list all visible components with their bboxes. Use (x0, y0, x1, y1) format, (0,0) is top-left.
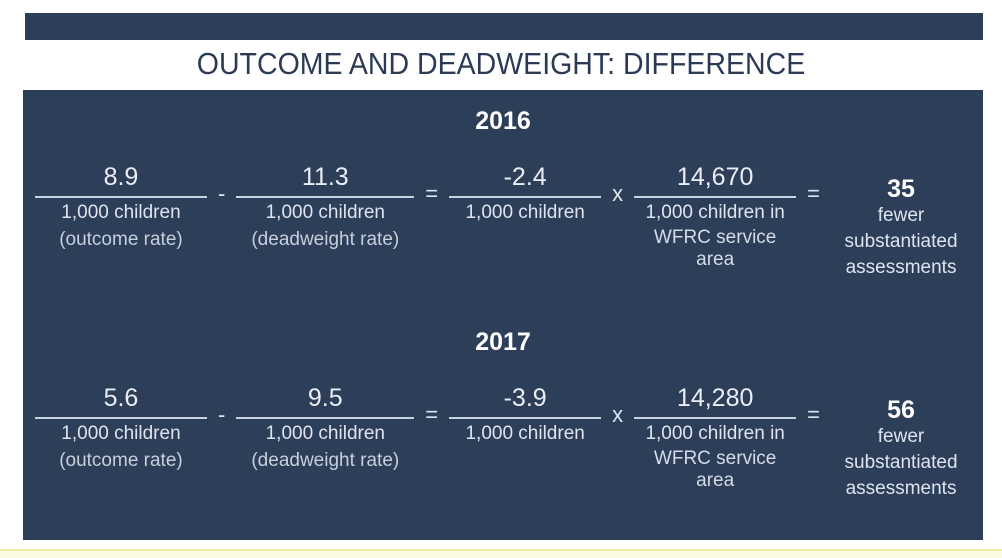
result-line: substantiated (844, 452, 958, 473)
fraction-numerator: 5.6 (103, 384, 139, 412)
fraction-denominator: 1,000 children (465, 423, 585, 444)
fraction-bar (449, 417, 602, 419)
fraction-denominator: 1,000 children (61, 423, 181, 444)
fraction-note: (outcome rate) (59, 450, 183, 471)
formula-row-2016: 8.9 1,000 children (outcome rate) - 11.3… (23, 151, 983, 281)
minus-operator: - (217, 181, 226, 206)
multiply-operator: x (612, 181, 624, 206)
equals-operator: = (425, 181, 439, 206)
year-heading-2016: 2016 (475, 107, 531, 135)
top-accent-bar (25, 13, 983, 40)
fraction-denominator: 1,000 children in (645, 423, 785, 444)
fraction-numerator: 9.5 (307, 384, 343, 412)
fraction-denominator-line2: WFRC service area (653, 448, 777, 491)
multiply-operator: x (612, 402, 624, 427)
fraction-numerator: 8.9 (103, 163, 139, 191)
result-line: assessments (845, 257, 957, 278)
fraction-numerator: -2.4 (503, 163, 547, 191)
fraction-bar (236, 417, 415, 419)
result-line: fewer (877, 205, 925, 226)
calculation-panel: 2016 8.9 1,000 children (outcome rate) -… (23, 90, 983, 540)
fraction-service-area: 14,280 1,000 children in WFRC service ar… (634, 372, 797, 492)
equals-operator: = (807, 181, 821, 206)
fraction-bar (236, 196, 415, 198)
fraction-denominator: 1,000 children (265, 423, 385, 444)
fraction-deadweight-rate: 11.3 1,000 children (deadweight rate) (236, 151, 415, 251)
result-block-2017: 56 fewer substantiated assessments (831, 396, 971, 502)
equals-operator: = (807, 402, 821, 427)
fraction-numerator: 14,670 (676, 163, 754, 191)
fraction-bar (634, 417, 797, 419)
page-title: OUTCOME AND DEADWEIGHT: DIFFERENCE (196, 46, 806, 81)
fraction-denominator: 1,000 children (265, 202, 385, 223)
footer-accent-strip (0, 549, 1002, 558)
fraction-denominator: 1,000 children in (645, 202, 785, 223)
fraction-numerator: 11.3 (301, 163, 349, 191)
fraction-denominator-line2: WFRC service area (653, 227, 777, 270)
fraction-difference: -3.9 1,000 children (449, 372, 602, 445)
formula-row-2017: 5.6 1,000 children (outcome rate) - 9.5 … (23, 372, 983, 502)
fraction-denominator: 1,000 children (61, 202, 181, 223)
year-heading-2017: 2017 (475, 328, 531, 356)
fraction-note: (deadweight rate) (251, 450, 400, 471)
fraction-service-area: 14,670 1,000 children in WFRC service ar… (634, 151, 797, 271)
fraction-numerator: 14,280 (676, 384, 754, 412)
fraction-difference: -2.4 1,000 children (449, 151, 602, 224)
fraction-bar (34, 417, 207, 419)
fraction-deadweight-rate: 9.5 1,000 children (deadweight rate) (236, 372, 415, 472)
result-block-2016: 35 fewer substantiated assessments (831, 175, 971, 281)
fraction-numerator: -3.9 (503, 384, 547, 412)
result-line: assessments (845, 478, 957, 499)
equals-operator: = (425, 402, 439, 427)
fraction-bar (34, 196, 207, 198)
fraction-denominator: 1,000 children (465, 202, 585, 223)
minus-operator: - (217, 402, 226, 427)
result-value: 35 (887, 175, 915, 203)
fraction-note: (outcome rate) (59, 229, 183, 250)
result-line: fewer (877, 426, 925, 447)
result-line: substantiated (844, 231, 958, 252)
fraction-outcome-rate: 5.6 1,000 children (outcome rate) (34, 372, 207, 472)
result-value: 56 (887, 396, 915, 424)
fraction-bar (634, 196, 797, 198)
fraction-outcome-rate: 8.9 1,000 children (outcome rate) (34, 151, 207, 251)
fraction-bar (449, 196, 602, 198)
fraction-note: (deadweight rate) (251, 229, 400, 250)
